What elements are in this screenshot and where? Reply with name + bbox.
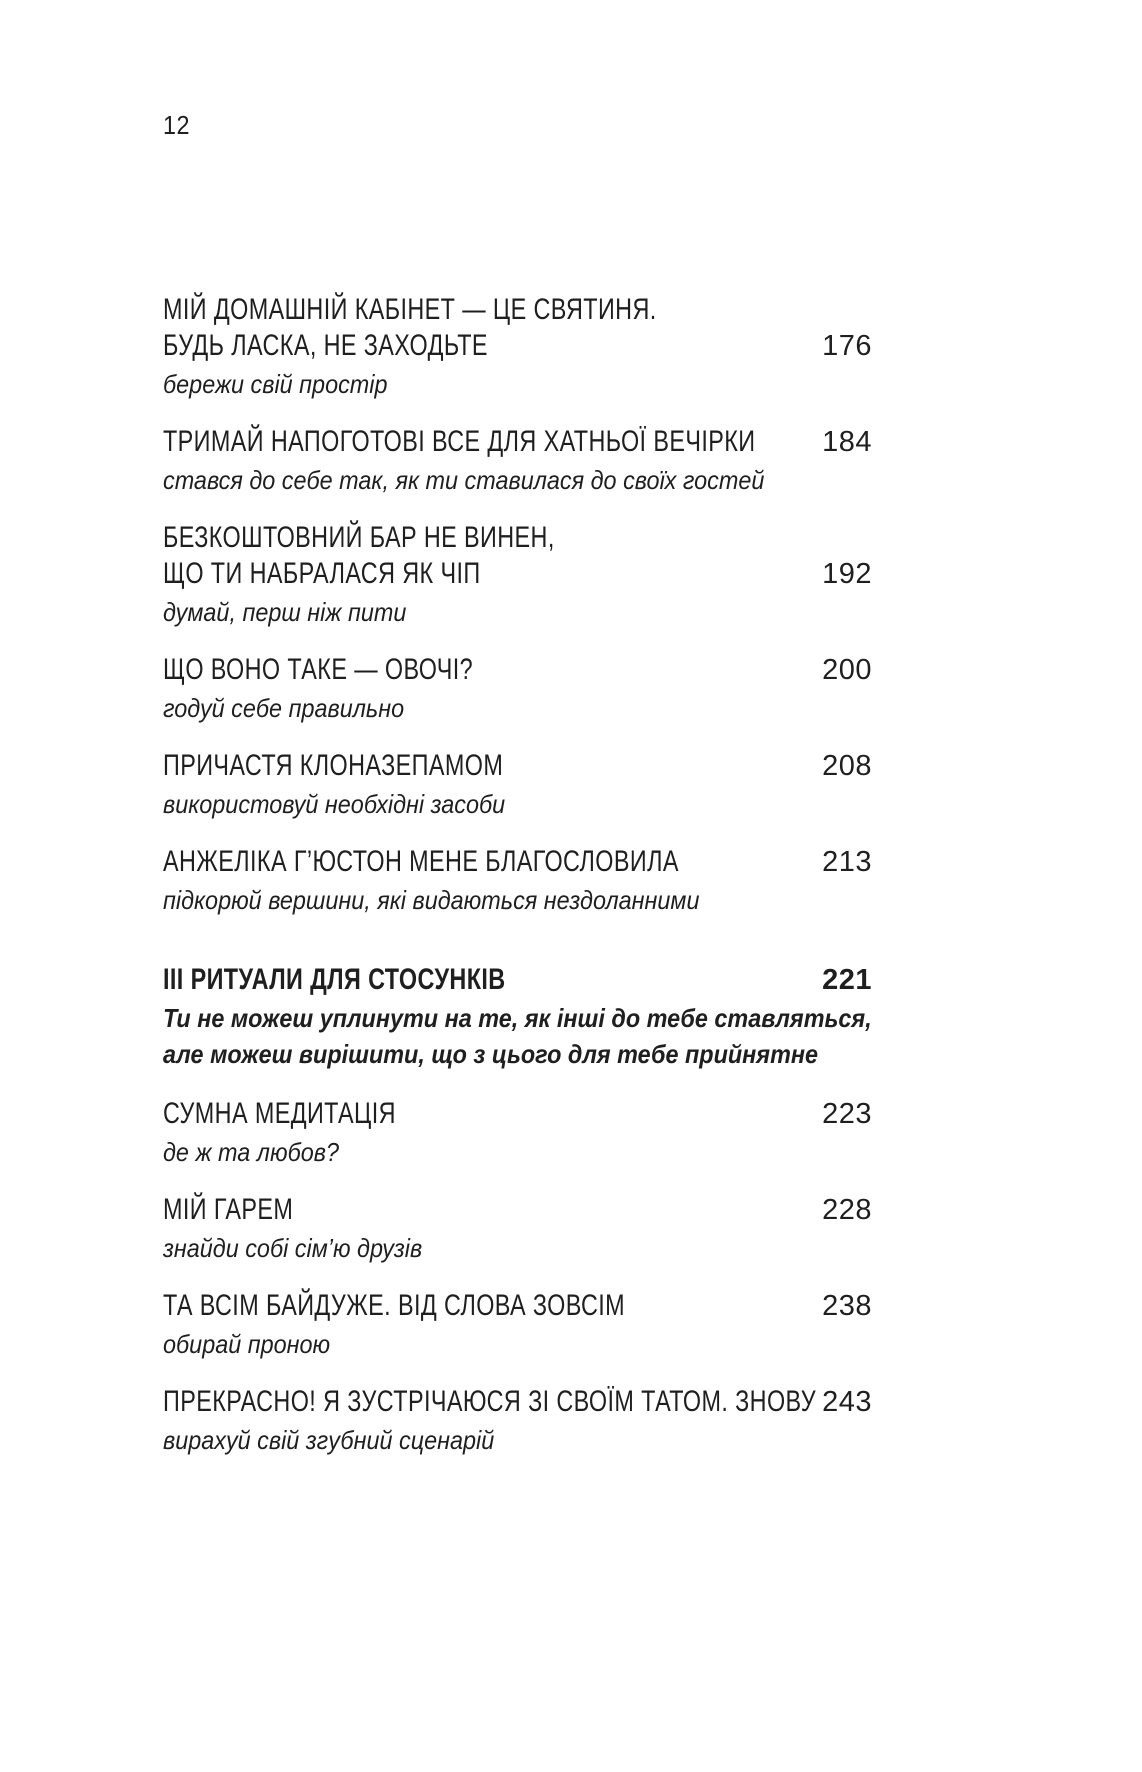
toc-entry-row: ІІІ РИТУАЛИ ДЛЯ СТОСУНКІВ 221 [163,962,872,998]
toc-entry-row: ПРЕКРАСНО! Я ЗУСТРІЧАЮСЯ ЗІ СВОЇМ ТАТОМ.… [163,1384,872,1420]
toc-entry: АНЖЕЛІКА Г’ЮСТОН МЕНЕ БЛАГОСЛОВИЛА 213 п… [163,844,872,916]
toc-entry-row: ТРИМАЙ НАПОГОТОВІ ВСЕ ДЛЯ ХАТНЬОЇ ВЕЧІРК… [163,424,872,460]
toc-entry: МІЙ ГАРЕМ 228 знайди собі сім’ю друзів [163,1192,872,1264]
entry-subtitle: обирай проною [163,1329,331,1359]
toc-entry: ПРЕКРАСНО! Я ЗУСТРІЧАЮСЯ ЗІ СВОЇМ ТАТОМ.… [163,1384,872,1456]
entry-page-number: 223 [822,1098,872,1130]
entry-page-number: 208 [822,750,872,782]
entry-title: ТРИМАЙ НАПОГОТОВІ ВСЕ ДЛЯ ХАТНЬОЇ ВЕЧІРК… [163,425,756,458]
entry-page-number: 213 [822,846,872,878]
entry-title: АНЖЕЛІКА Г’ЮСТОН МЕНЕ БЛАГОСЛОВИЛА [163,845,679,878]
toc-entry: ПРИЧАСТЯ КЛОНАЗЕПАМОМ 208 використовуй н… [163,748,872,820]
toc-entry: ТА ВСІМ БАЙДУЖЕ. ВІД СЛОВА ЗОВСІМ 238 об… [163,1288,872,1360]
entry-subtitle: де ж та любов? [163,1137,339,1167]
entry-title: БЕЗКОШТОВНИЙ БАР НЕ ВИНЕН, ЩО ТИ НАБРАЛАС… [163,521,555,590]
entry-subtitle: Ти не можеш уплинути на те, як інші до т… [163,1003,872,1069]
toc-entry: ТРИМАЙ НАПОГОТОВІ ВСЕ ДЛЯ ХАТНЬОЇ ВЕЧІРК… [163,424,872,496]
entry-title: ТА ВСІМ БАЙДУЖЕ. ВІД СЛОВА ЗОВСІМ [163,1289,626,1322]
entry-page-number: 243 [822,1386,872,1418]
entry-page-number: 221 [822,964,872,996]
toc-entry: СУМНА МЕДИТАЦІЯ 223 де ж та любов? [163,1096,872,1168]
entry-page-number: 184 [822,426,872,458]
entry-page-number: 192 [822,558,872,590]
entry-title: МІЙ ДОМАШНІЙ КАБІНЕТ — ЦЕ СВЯТИНЯ. БУДЬ Л… [163,293,657,362]
toc-entry-row: СУМНА МЕДИТАЦІЯ 223 [163,1096,872,1132]
entry-title: ЩО ВОНО ТАКЕ — ОВОЧІ? [163,653,474,686]
toc-entry-row: ПРИЧАСТЯ КЛОНАЗЕПАМОМ 208 [163,748,872,784]
entry-subtitle: використовуй необхідні засоби [163,789,506,819]
entry-subtitle: вирахуй свій згубний сценарій [163,1425,495,1455]
toc-entry-row: МІЙ ДОМАШНІЙ КАБІНЕТ — ЦЕ СВЯТИНЯ. БУДЬ Л… [163,292,872,364]
toc-entry: ЩО ВОНО ТАКЕ — ОВОЧІ? 200 годуй себе пра… [163,652,872,724]
toc-entry: БЕЗКОШТОВНИЙ БАР НЕ ВИНЕН, ЩО ТИ НАБРАЛАС… [163,520,872,628]
entry-page-number: 228 [822,1194,872,1226]
entry-title: ПРЕКРАСНО! Я ЗУСТРІЧАЮСЯ ЗІ СВОЇМ ТАТОМ.… [163,1385,817,1418]
entry-title: МІЙ ГАРЕМ [163,1193,294,1226]
toc-entry-row: МІЙ ГАРЕМ 228 [163,1192,872,1228]
toc-entry-row: ЩО ВОНО ТАКЕ — ОВОЧІ? 200 [163,652,872,688]
toc-entry-row: АНЖЕЛІКА Г’ЮСТОН МЕНЕ БЛАГОСЛОВИЛА 213 [163,844,872,880]
toc-entry: МІЙ ДОМАШНІЙ КАБІНЕТ — ЦЕ СВЯТИНЯ. БУДЬ Л… [163,292,872,400]
toc-entry-row: БЕЗКОШТОВНИЙ БАР НЕ ВИНЕН, ЩО ТИ НАБРАЛАС… [163,520,872,592]
entry-title: ІІІ РИТУАЛИ ДЛЯ СТОСУНКІВ [163,963,506,996]
entry-title: ПРИЧАСТЯ КЛОНАЗЕПАМОМ [163,749,504,782]
entry-page-number: 200 [822,654,872,686]
entry-subtitle: знайди собі сім’ю друзів [163,1233,423,1263]
page-number: 12 [163,110,190,140]
entry-page-number: 176 [822,330,872,362]
entry-subtitle: підкорюй вершини, які видаються нездолан… [163,885,700,915]
entry-subtitle: годуй себе правильно [163,693,405,723]
toc-list: МІЙ ДОМАШНІЙ КАБІНЕТ — ЦЕ СВЯТИНЯ. БУДЬ Л… [163,292,872,1480]
entry-subtitle: думай, перш ніж пити [163,597,407,627]
entry-subtitle: бережи свій простір [163,369,388,399]
toc-entry-row: ТА ВСІМ БАЙДУЖЕ. ВІД СЛОВА ЗОВСІМ 238 [163,1288,872,1324]
entry-title: СУМНА МЕДИТАЦІЯ [163,1097,396,1130]
toc-entry: ІІІ РИТУАЛИ ДЛЯ СТОСУНКІВ 221 Ти не може… [163,962,872,1072]
entry-subtitle: стався до себе так, як ти ставилася до с… [163,465,765,495]
entry-page-number: 238 [822,1290,872,1322]
